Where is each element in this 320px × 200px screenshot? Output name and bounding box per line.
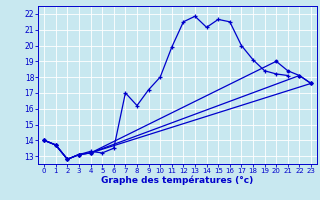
X-axis label: Graphe des températures (°c): Graphe des températures (°c) [101, 176, 254, 185]
